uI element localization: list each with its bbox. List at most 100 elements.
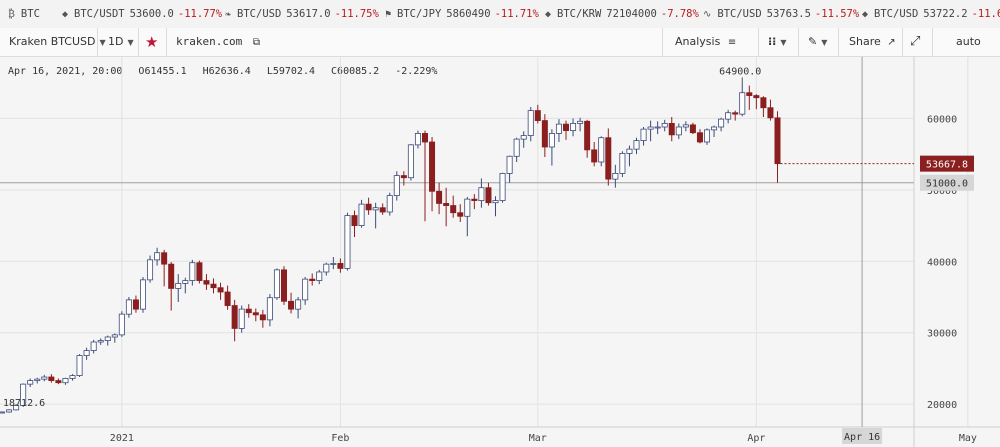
ticker-change: -11.63 (971, 8, 1000, 20)
chevron-down-icon: ▼ (99, 38, 106, 47)
ticker-item[interactable]: ◆ BTC/KRW 72104000 -7.78% (545, 0, 699, 28)
candle-body (330, 263, 337, 265)
ticker-symbol: BTC/USD (874, 8, 919, 20)
y-tick-label: 50000 (927, 186, 957, 197)
ticker-change: -7.78% (660, 8, 699, 20)
candle-body (196, 262, 203, 281)
legend-low: L59702.4 (266, 66, 315, 77)
ticker-item[interactable]: ⚑ BTC/JPY 5860490 -11.71% (385, 0, 539, 28)
candle-body (316, 271, 323, 281)
candle-body (309, 278, 316, 281)
scale-mode-button[interactable]: auto (956, 28, 981, 56)
candle-body (48, 376, 55, 381)
candle-body (640, 128, 647, 141)
min-price-label: 18712.6 (3, 398, 45, 409)
candle-body (555, 123, 562, 134)
candle-body (90, 341, 97, 351)
candle-body (34, 378, 41, 381)
candle-body (62, 378, 69, 384)
ticker-change: -11.57% (814, 8, 860, 20)
candle-body (605, 137, 612, 180)
ticker-symbol: BTC (20, 8, 40, 20)
candle-body (154, 252, 161, 261)
candle-body (365, 203, 372, 211)
candle-body (563, 123, 570, 131)
candle-body (337, 263, 344, 269)
chevron-down-icon: ▼ (780, 38, 787, 47)
ticker-item[interactable]: ₿ BTC (8, 0, 40, 28)
candle-body (534, 110, 541, 121)
candle-body (393, 175, 400, 196)
wave-icon: ∿ (703, 9, 712, 20)
candle-body (55, 380, 62, 384)
candle-body (739, 92, 746, 115)
candle-body (520, 135, 527, 140)
exchange-link[interactable]: kraken.com ⧉ (176, 28, 260, 56)
chart-type-button[interactable]: ⁝⁝ ▼ (768, 28, 787, 56)
candle-body (252, 312, 259, 316)
candle-body (288, 300, 295, 310)
legend-close: C60085.2 (331, 66, 380, 77)
candle-body (619, 153, 626, 174)
candle-body (351, 215, 358, 226)
candle-body (506, 155, 513, 174)
candle-body (675, 126, 682, 136)
flag-icon: ⚑ (385, 9, 392, 20)
chart-toolbar: Kraken BTCUSD ▼ 1D ▼ ★ kraken.com ⧉ Analys… (0, 28, 1000, 57)
share-button[interactable]: Share ↗ (849, 28, 896, 56)
candle-body (76, 355, 83, 376)
indicators-icon: ≡ (727, 37, 737, 48)
candle-body (97, 340, 104, 343)
candle-body (168, 263, 175, 289)
candle-body (633, 140, 640, 150)
candle-body (774, 117, 781, 165)
ticker-symbol: BTC/JPY (397, 8, 442, 20)
candle-body (450, 205, 457, 214)
divider (662, 28, 663, 56)
candle-body (598, 137, 605, 163)
candle-body (41, 376, 48, 380)
draw-tools-button[interactable]: ✎ ▼ (808, 28, 827, 56)
interval-selector[interactable]: 1D ▼ (108, 28, 134, 56)
x-tick-label: Mar (529, 433, 547, 444)
divider (838, 28, 839, 56)
candle-body (266, 297, 273, 321)
candle-body (189, 262, 196, 281)
candle-body (527, 110, 534, 136)
candle-body (245, 308, 252, 314)
share-label: Share (849, 35, 881, 48)
candle-body (280, 269, 287, 302)
legend-change: -2.229% (395, 66, 438, 77)
candle-body (626, 148, 633, 154)
candle-body (358, 203, 365, 226)
candle-body (217, 287, 224, 293)
candle-body (104, 336, 111, 341)
analysis-button[interactable]: Analysis ≡ (675, 28, 736, 56)
external-link-icon: ⧉ (252, 37, 260, 48)
hover-price-label: 51000.0 (926, 179, 968, 190)
legend-open: O61455.1 (138, 66, 187, 77)
candle-body (182, 280, 189, 284)
chevron-down-icon: ▼ (821, 38, 828, 47)
candle-body (464, 198, 471, 217)
crosshair-date-box (842, 428, 883, 444)
ticker-item[interactable]: ∿ BTC/USD 53763.5 -11.57% (703, 0, 859, 28)
candle-body (457, 212, 464, 217)
diamond-icon: ◆ (62, 9, 69, 20)
candle-body (443, 203, 450, 206)
candle-body (414, 133, 421, 146)
last-price-box (920, 155, 974, 172)
ticker-item[interactable]: ❧ BTC/USD 53617.0 -11.75% (225, 0, 379, 28)
candle-body (654, 126, 661, 129)
x-tick-label: 2021 (110, 433, 134, 444)
candle-body (295, 299, 302, 310)
candle-body (513, 138, 520, 157)
fullscreen-icon[interactable]: ⤢ (910, 34, 921, 49)
ticker-item[interactable]: ◆ BTC/USD 53722.2-11.63 (862, 0, 1000, 28)
candle-body (323, 263, 330, 273)
ticker-price: 53600.0 (129, 8, 174, 20)
ticker-item[interactable]: ◆ BTC/USDT 53600.0 -11.77% (62, 0, 222, 28)
candle-body (689, 124, 696, 134)
favorite-star-icon[interactable]: ★ (145, 33, 159, 51)
market-selector[interactable]: Kraken BTCUSD ▼ (9, 28, 106, 56)
